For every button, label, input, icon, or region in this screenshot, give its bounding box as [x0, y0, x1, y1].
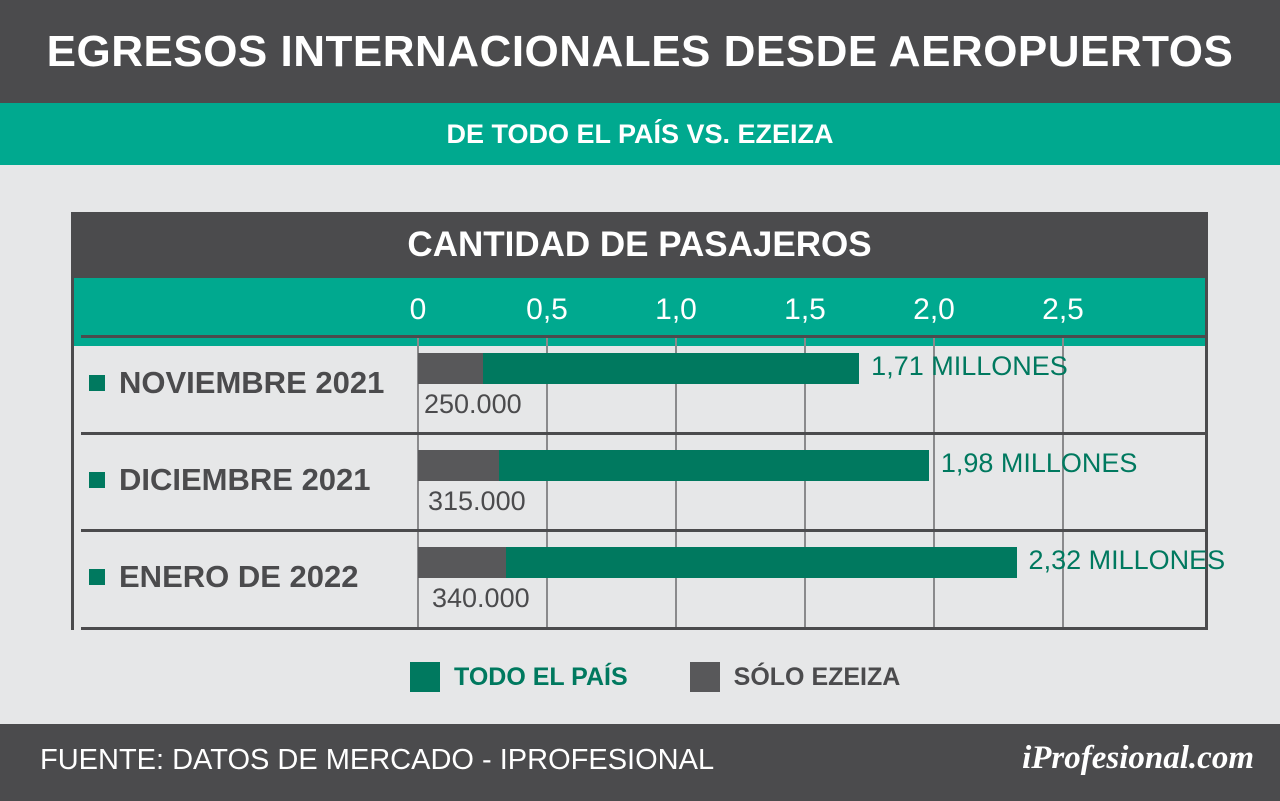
row-separator: [81, 335, 1208, 338]
legend: TODO EL PAÍS SÓLO EZEIZA: [410, 662, 900, 692]
data-label-solo-ezeiza: 315.000: [428, 486, 526, 516]
legend-label-solo-ezeiza: SÓLO EZEIZA: [733, 662, 901, 691]
footer: FUENTE: DATOS DE MERCADO - IPROFESIONAL …: [0, 724, 1280, 801]
x-tick-label: 0: [409, 293, 427, 326]
chart-panel: CANTIDAD DE PASAJEROS 0 0,5 1,0 1,5 2,0 2,5 NO…: [71, 212, 1225, 630]
x-tick-label: 2,0: [913, 293, 955, 326]
x-tick-label: 2,5: [1042, 293, 1084, 326]
footer-source: FUENTE: DATOS DE MERCADO - IPROFESIONAL: [40, 744, 715, 776]
category-label: ENERO DE 2022: [89, 529, 359, 625]
category-text: NOVIEMBRE 2021: [119, 365, 385, 400]
bar-todo-el-pais: [418, 547, 1017, 578]
category-label: NOVIEMBRE 2021: [89, 335, 384, 431]
legend-swatch-solo-ezeiza: [689, 662, 720, 692]
grid-line: [933, 335, 935, 630]
panel-border-right: [1205, 212, 1208, 630]
bar-solo-ezeiza: [418, 547, 506, 578]
data-label-solo-ezeiza: 340.000: [432, 583, 530, 613]
legend-label-todo-el-pais: TODO EL PAÍS: [454, 662, 628, 691]
data-label-todo-el-pais: 1,98 MILLONES: [940, 448, 1138, 478]
x-tick-label: 0,5: [526, 293, 568, 326]
bar-todo-el-pais: [418, 450, 929, 481]
axis-band: [71, 278, 1208, 346]
panel-border-left: [71, 212, 74, 630]
grid-line: [417, 335, 419, 630]
row-separator: [81, 529, 1208, 532]
category-text: DICIEMBRE 2021: [119, 462, 371, 497]
bar-solo-ezeiza: [418, 353, 483, 384]
grid-line: [675, 335, 677, 630]
data-label-todo-el-pais: 2,32 MILLONES: [1028, 545, 1226, 575]
grid-line: [804, 335, 806, 630]
data-label-solo-ezeiza: 250.000: [424, 389, 522, 419]
grid-line: [1062, 335, 1064, 630]
bar-solo-ezeiza: [418, 450, 500, 481]
panel-title: CANTIDAD DE PASAJEROS: [71, 212, 1208, 278]
chart-title: EGRESOS INTERNACIONALES DESDE AEROPUERTO…: [0, 0, 1280, 103]
x-tick-label: 1,0: [655, 293, 697, 326]
x-tick-label: 1,5: [784, 293, 826, 326]
data-label-todo-el-pais: 1,71 MILLONES: [871, 351, 1068, 381]
row-separator: [81, 627, 1208, 630]
category-marker: [89, 375, 105, 391]
row-separator: [81, 432, 1208, 435]
category-marker: [89, 569, 105, 585]
brand-logo: iProfesional.com: [1022, 740, 1254, 776]
bar-todo-el-pais: [418, 353, 860, 384]
category-marker: [89, 472, 105, 488]
grid-line: [546, 335, 548, 630]
chart-subtitle: DE TODO EL PAÍS VS. EZEIZA: [0, 103, 1280, 165]
category-label: DICIEMBRE 2021: [89, 432, 371, 528]
category-text: ENERO DE 2022: [119, 559, 359, 594]
legend-swatch-todo-el-pais: [410, 662, 440, 692]
